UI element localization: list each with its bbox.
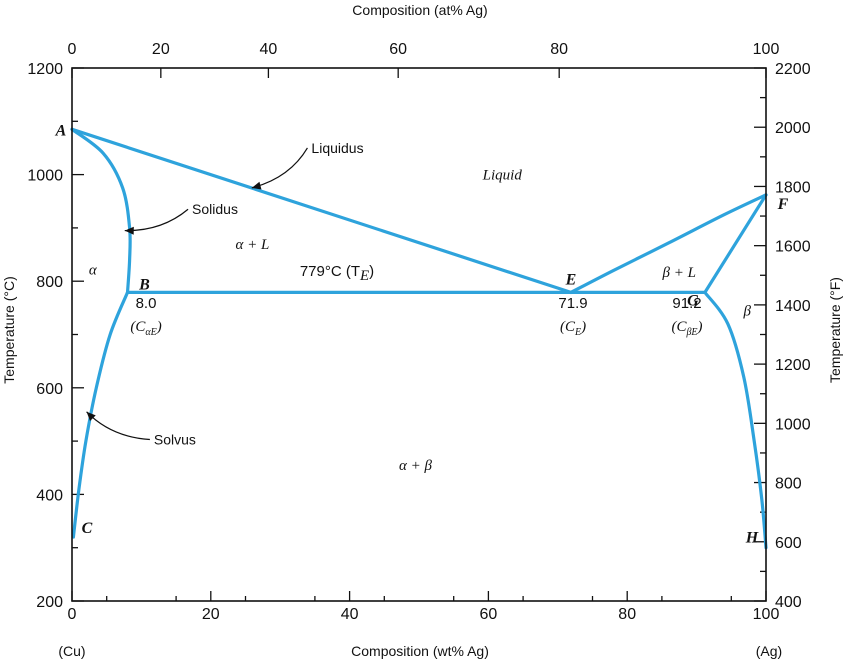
point-label-b: B [138, 276, 150, 293]
c-e-close: ) [580, 319, 586, 335]
region-label-alpha-plus-liquid: α + L [236, 237, 270, 253]
c-beta-e-symbol: (CβE) [671, 319, 702, 338]
end-label-ag: (Ag) [756, 643, 782, 659]
liquidus-right-line [569, 193, 768, 294]
c-beta-e-c: C [676, 319, 687, 335]
solvus-callout-arrowhead [86, 411, 96, 422]
point-label-h: H [745, 530, 759, 547]
y-axis-title-right: Temperature (°F) [827, 277, 843, 383]
y-left-tick-label-200: 200 [36, 594, 63, 611]
c-e-sub: E [574, 327, 581, 338]
y-right-tick-label-2200: 2200 [775, 61, 811, 78]
x-bottom-tick-label-80: 80 [618, 606, 636, 623]
y-right-tick-label-1600: 1600 [775, 239, 811, 256]
point-label-e: E [565, 271, 577, 288]
region-label-alpha-plus-beta: α + β [399, 458, 432, 474]
solidus-callout-arrow [124, 208, 189, 232]
labels-layer: 0 20 40 60 80 1000 20 40 60 80 1002004006008001000… [27, 41, 810, 623]
point-label-c: C [82, 520, 93, 537]
solidus-alpha-line [70, 127, 132, 294]
y-left-tick-label-600: 600 [36, 381, 63, 398]
solvus-callout-arrow [86, 411, 150, 441]
c-alpha-e-value: 8.0 [136, 295, 157, 312]
solvus-callout-label: Solvus [154, 432, 196, 448]
region-label-liquid: Liquid [482, 168, 523, 184]
x-top-tick-label-60: 60 [389, 41, 407, 58]
y-left-tick-label-400: 400 [36, 487, 63, 504]
c-alpha-e-c: C [135, 319, 146, 335]
eutectic-temperature-close: ) [369, 263, 374, 280]
x-top-tick-label-0: 0 [68, 41, 77, 58]
x-bottom-tick-label-100: 100 [753, 606, 780, 623]
c-e-c: C [565, 319, 576, 335]
x-axis-title-bottom: Composition (wt% Ag) [351, 643, 489, 659]
y-left-tick-label-1200: 1200 [27, 61, 63, 78]
y-left-tick-label-800: 800 [36, 274, 63, 291]
x-top-tick-label-20: 20 [152, 41, 170, 58]
solvus-beta-line [703, 290, 768, 550]
x-axis-title-top: Composition (at% Ag) [352, 2, 487, 18]
solidus-callout-label: Solidus [192, 201, 238, 217]
liquidus-left-line [70, 127, 573, 294]
c-beta-e-open: ( [671, 319, 677, 335]
y-right-tick-label-1200: 1200 [775, 357, 811, 374]
region-label-beta: β [743, 304, 752, 320]
c-alpha-e-open: ( [130, 319, 136, 335]
y-right-tick-label-2000: 2000 [775, 120, 811, 137]
point-label-g: G [687, 292, 699, 309]
ticks-layer [71, 67, 767, 602]
y-right-tick-label-1000: 1000 [775, 416, 811, 433]
phase-lines [70, 127, 768, 550]
c-beta-e-value: 91.2 [672, 295, 701, 312]
y-right-tick-label-400: 400 [775, 594, 802, 611]
region-label-alpha: α [89, 262, 98, 278]
x-bottom-tick-label-0: 0 [68, 606, 77, 623]
c-alpha-e-symbol: (CαE) [130, 319, 161, 338]
y-right-tick-label-1800: 1800 [775, 179, 811, 196]
y-right-tick-label-600: 600 [775, 535, 802, 552]
c-e-open: ( [560, 319, 566, 335]
solidus-beta-line [703, 193, 768, 294]
point-label-a: A [55, 122, 67, 139]
c-beta-e-sub: βE [685, 327, 697, 338]
c-e-value: 71.9 [558, 295, 587, 312]
x-top-tick-label-80: 80 [550, 41, 568, 58]
c-e-symbol: (CE) [560, 319, 586, 338]
solidus-callout-arrowhead [124, 226, 134, 235]
c-alpha-e-sub: αE [145, 327, 156, 338]
callouts [86, 147, 308, 441]
solvus-alpha-line [71, 290, 130, 539]
end-label-cu: (Cu) [58, 643, 85, 659]
region-label-beta-plus-liquid: β + L [662, 265, 696, 281]
liquidus-callout-label: Liquidus [311, 140, 363, 156]
x-top-tick-label-40: 40 [260, 41, 278, 58]
c-alpha-e-close: ) [156, 319, 162, 335]
y-right-tick-label-1400: 1400 [775, 298, 811, 315]
eutectic-temperature-label: 779°C (TE) [300, 263, 374, 284]
point-label-f: F [777, 196, 789, 213]
y-axis-title-left: Temperature (°C) [1, 276, 17, 384]
x-bottom-tick-label-40: 40 [341, 606, 359, 623]
plot-frame [71, 67, 767, 602]
x-top-tick-label-100: 100 [753, 41, 780, 58]
liquidus-callout-arrowhead [251, 181, 262, 190]
eutectic-temperature-sub: E [359, 268, 369, 284]
c-beta-e-close: ) [697, 319, 703, 335]
x-bottom-tick-label-60: 60 [480, 606, 498, 623]
y-left-tick-label-1000: 1000 [27, 168, 63, 185]
y-right-tick-label-800: 800 [775, 476, 802, 493]
x-bottom-tick-label-20: 20 [202, 606, 220, 623]
eutectic-temperature-text: 779°C (T [300, 263, 360, 280]
liquidus-callout-arrow [251, 147, 308, 189]
